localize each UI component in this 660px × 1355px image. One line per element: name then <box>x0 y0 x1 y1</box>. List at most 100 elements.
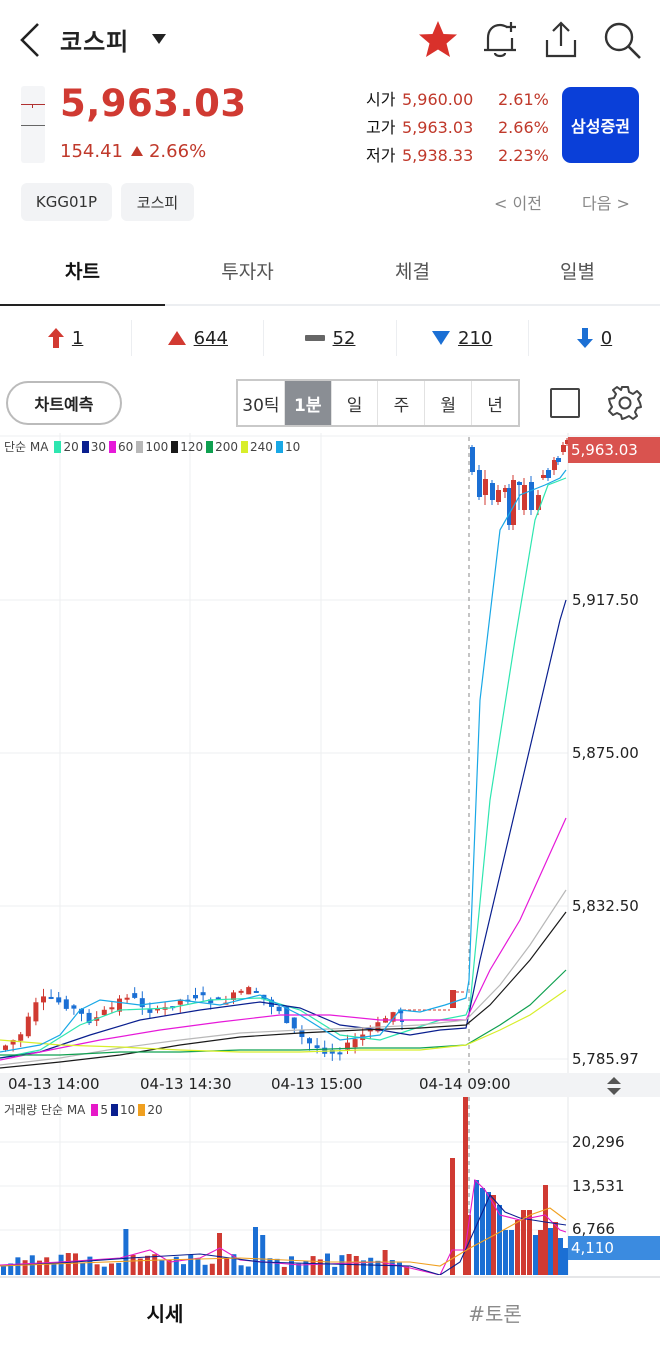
open-row: 시가 5,960.00 2.61% <box>366 86 558 114</box>
top-bar: 코스피 <box>0 0 660 80</box>
legend-period: 5 <box>100 1102 109 1117</box>
volume-legend-label: 거래량 단순 MA <box>4 1103 86 1117</box>
legend-period: 60 <box>118 439 134 454</box>
legend-period: 10 <box>120 1102 136 1117</box>
legend-period: 100 <box>145 439 169 454</box>
resize-updown-icon[interactable] <box>606 1077 622 1095</box>
prev-button[interactable]: < 이전 <box>494 194 542 213</box>
low-pct: 2.23% <box>498 146 549 165</box>
code-chip[interactable]: KGG01P <box>21 183 112 221</box>
page-title[interactable]: 코스피 <box>60 28 130 56</box>
period-selector: 30틱 1분 일 주 월 년 <box>236 379 520 427</box>
price-change: 154.41 2.66% <box>60 141 206 162</box>
tab-daily[interactable]: 일별 <box>560 260 595 283</box>
flat-count[interactable]: 52 <box>264 320 397 356</box>
legend-period: 120 <box>180 439 204 454</box>
high-label: 고가 <box>366 118 396 137</box>
ma-legend-label: 단순 MA <box>4 440 49 454</box>
period-1min[interactable]: 1분 <box>284 381 332 425</box>
high-row: 고가 5,963.03 2.66% <box>366 114 558 142</box>
upper-limit-count[interactable]: 1 <box>0 320 133 356</box>
broker-button[interactable]: 삼성증권 <box>562 87 639 163</box>
bottom-nav: 시세 #토론 <box>0 1276 660 1355</box>
x-tick-label: 04-13 14:30 <box>140 1075 232 1093</box>
x-tick-label: 04-13 14:00 <box>8 1075 100 1093</box>
count-value: 52 <box>332 327 356 349</box>
rise-triangle-icon <box>167 331 186 345</box>
chevron-down-icon[interactable] <box>152 34 166 44</box>
open-value: 5,960.00 <box>402 90 474 109</box>
open-label: 시가 <box>366 90 396 109</box>
low-value: 5,938.33 <box>402 146 474 165</box>
current-price: 5,963.03 <box>60 82 247 125</box>
price-chart[interactable] <box>0 433 660 1275</box>
current-price-tag: 5,963.03 <box>568 437 660 463</box>
legend-swatch <box>109 440 117 453</box>
legend-swatch <box>206 440 214 453</box>
fall-triangle-icon <box>432 331 451 345</box>
back-icon[interactable] <box>14 18 46 62</box>
y-tick-label: 5,875.00 <box>572 744 639 762</box>
rise-count[interactable]: 644 <box>132 320 265 356</box>
flat-bar-icon <box>304 335 325 341</box>
legend-swatch <box>81 440 89 453</box>
fall-count[interactable]: 210 <box>397 320 529 356</box>
search-icon[interactable] <box>600 18 644 62</box>
next-button[interactable]: 다음 > <box>582 194 630 213</box>
count-value: 0 <box>600 327 613 349</box>
legend-period: 200 <box>215 439 239 454</box>
high-pct: 2.66% <box>498 118 549 137</box>
tab-trades[interactable]: 체결 <box>395 260 430 283</box>
tab-chart[interactable]: 차트 <box>0 236 165 306</box>
chart-predict-button[interactable]: 차트예측 <box>6 381 122 425</box>
legend-swatch <box>136 440 144 453</box>
legend-period: 20 <box>63 439 79 454</box>
star-icon[interactable] <box>416 18 460 62</box>
chart-canvas[interactable] <box>0 433 660 1275</box>
volume-tick-label: 6,766 <box>572 1220 615 1238</box>
period-30tick[interactable]: 30틱 <box>238 381 285 425</box>
y-tick-label: 5,832.50 <box>572 897 639 915</box>
bottom-tab-discussion[interactable]: #토론 <box>468 1302 522 1326</box>
period-week[interactable]: 주 <box>378 381 426 425</box>
high-value: 5,963.03 <box>402 118 474 137</box>
legend-swatch <box>138 1103 146 1116</box>
low-label: 저가 <box>366 146 396 165</box>
x-axis <box>0 1073 568 1097</box>
share-icon[interactable] <box>539 18 583 62</box>
count-value: 1 <box>71 327 84 349</box>
legend-period: 10 <box>284 439 301 454</box>
count-value: 644 <box>193 327 228 349</box>
volume-tick-label: 13,531 <box>572 1177 625 1195</box>
count-value: 210 <box>458 327 493 349</box>
tab-investor[interactable]: 투자자 <box>221 260 274 283</box>
bottom-tab-quote[interactable]: 시세 <box>146 1302 184 1326</box>
volume-ma-legend: 거래량 단순 MA 5 10 20 <box>4 1101 163 1118</box>
x-tick-label: 04-14 09:00 <box>419 1075 511 1093</box>
mini-candle-indicator <box>21 86 45 163</box>
tab-bar: 차트 투자자 체결 일별 <box>0 236 660 306</box>
legend-swatch <box>171 440 179 453</box>
legend-swatch <box>241 440 249 453</box>
fullscreen-square-icon[interactable] <box>550 388 580 418</box>
market-chip[interactable]: 코스피 <box>121 183 194 221</box>
gear-icon[interactable] <box>606 384 644 422</box>
change-percent: 2.66% <box>148 141 207 162</box>
up-triangle-icon <box>130 146 143 156</box>
legend-swatch <box>275 440 283 453</box>
ohl-table: 시가 5,960.00 2.61% 고가 5,963.03 2.66% 저가 5… <box>366 86 558 170</box>
bell-plus-icon[interactable] <box>478 18 522 62</box>
open-pct: 2.61% <box>498 90 549 109</box>
period-month[interactable]: 월 <box>425 381 473 425</box>
lower-limit-count[interactable]: 0 <box>529 320 660 356</box>
volume-tick-label: 20,296 <box>572 1133 625 1151</box>
market-breadth: 1 644 52 210 0 <box>0 320 660 356</box>
period-year[interactable]: 년 <box>472 381 518 425</box>
legend-period: 240 <box>250 439 273 454</box>
period-day[interactable]: 일 <box>331 381 379 425</box>
low-row: 저가 5,938.33 2.23% <box>366 142 558 170</box>
lower-limit-arrow-icon <box>576 328 593 348</box>
legend-swatch <box>54 440 62 453</box>
legend-swatch <box>91 1103 99 1116</box>
x-tick-label: 04-13 15:00 <box>271 1075 363 1093</box>
